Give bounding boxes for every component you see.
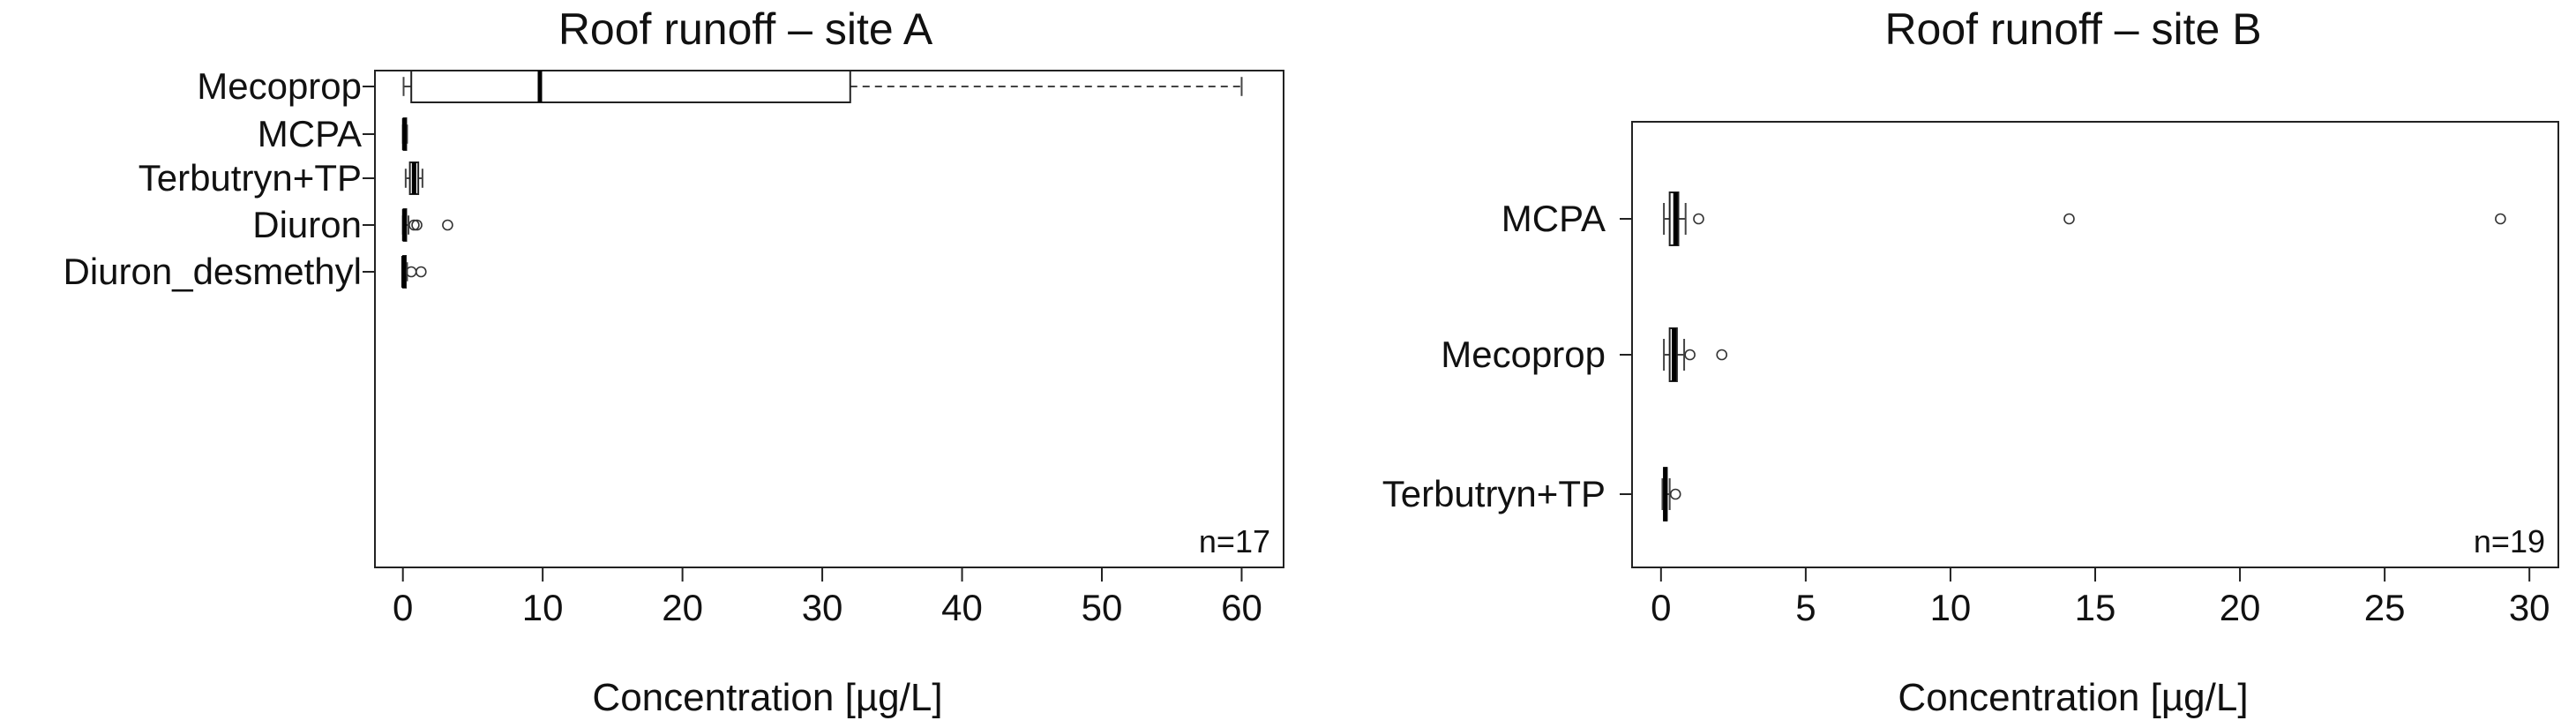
category-label: MCPA — [1501, 198, 1606, 239]
x-tick-label: 20 — [2220, 587, 2261, 628]
category-label: Mecoprop — [1441, 334, 1606, 375]
box-mcpa — [401, 117, 408, 151]
x-tick-label: 20 — [662, 587, 703, 628]
x-tick-label: 5 — [1795, 587, 1816, 628]
sample-count-label: n=17 — [1199, 523, 1270, 559]
chart-title: Roof runoff – site B — [1884, 4, 2261, 54]
outlier-point — [411, 219, 423, 231]
x-axis-label: Concentration [µg/L] — [1898, 676, 2248, 719]
category-label: Mecoprop — [197, 65, 362, 107]
category-label: MCPA — [258, 113, 362, 154]
box-diuron-desmethyl — [401, 255, 427, 289]
x-axis-label: Concentration [µg/L] — [592, 676, 942, 719]
outlier-point — [1693, 213, 1704, 225]
x-tick-label: 25 — [2364, 587, 2406, 628]
sample-count-label: n=19 — [2474, 523, 2545, 559]
x-axis-ticks: 0 10 20 30 40 50 60 — [393, 567, 1262, 628]
x-tick-label: 50 — [1082, 587, 1123, 628]
x-tick-label: 0 — [393, 587, 413, 628]
chart-site-b: Roof runoff – site B n=19 Concentration … — [1382, 4, 2559, 719]
iqr-box — [410, 70, 851, 103]
box-terbutryn-tp — [1661, 467, 1681, 522]
chart-site-a: Roof runoff – site A n=17 Concentration … — [63, 4, 1284, 719]
outlier-point — [2063, 213, 2075, 225]
x-tick-label: 10 — [1930, 587, 1972, 628]
outlier-point — [408, 219, 420, 231]
box-mecoprop — [402, 70, 1243, 103]
x-tick-label: 30 — [802, 587, 843, 628]
outlier-point — [415, 266, 427, 278]
x-tick-label: 30 — [2509, 587, 2550, 628]
x-tick-label: 40 — [941, 587, 983, 628]
x-tick-label: 10 — [522, 587, 564, 628]
category-label: Diuron_desmethyl — [63, 251, 362, 292]
plot-frame — [374, 70, 1284, 568]
chart-title: Roof runoff – site A — [558, 4, 933, 54]
x-tick-label: 60 — [1221, 587, 1262, 628]
box-terbutryn-tp — [404, 161, 423, 195]
category-label: Terbutryn+TP — [1382, 473, 1606, 514]
box-diuron — [401, 208, 453, 242]
category-labels: MCPA Mecoprop Terbutryn+TP — [1382, 198, 1632, 514]
outlier-point — [1669, 488, 1681, 500]
x-axis-ticks: 0 5 10 15 20 25 30 — [1651, 567, 2550, 628]
box-group — [401, 70, 1243, 289]
box-mecoprop — [1663, 327, 1728, 382]
box-group — [1661, 191, 2506, 522]
outlier-point — [1716, 349, 1728, 361]
category-label: Terbutryn+TP — [139, 157, 362, 199]
x-tick-label: 0 — [1651, 587, 1671, 628]
plot-frame — [1631, 121, 2559, 568]
outlier-point — [1684, 349, 1696, 361]
outlier-point — [2495, 213, 2506, 225]
category-label: Diuron — [252, 204, 362, 245]
x-tick-label: 15 — [2075, 587, 2116, 628]
box-mcpa — [1663, 191, 2506, 246]
outlier-point — [442, 219, 453, 231]
